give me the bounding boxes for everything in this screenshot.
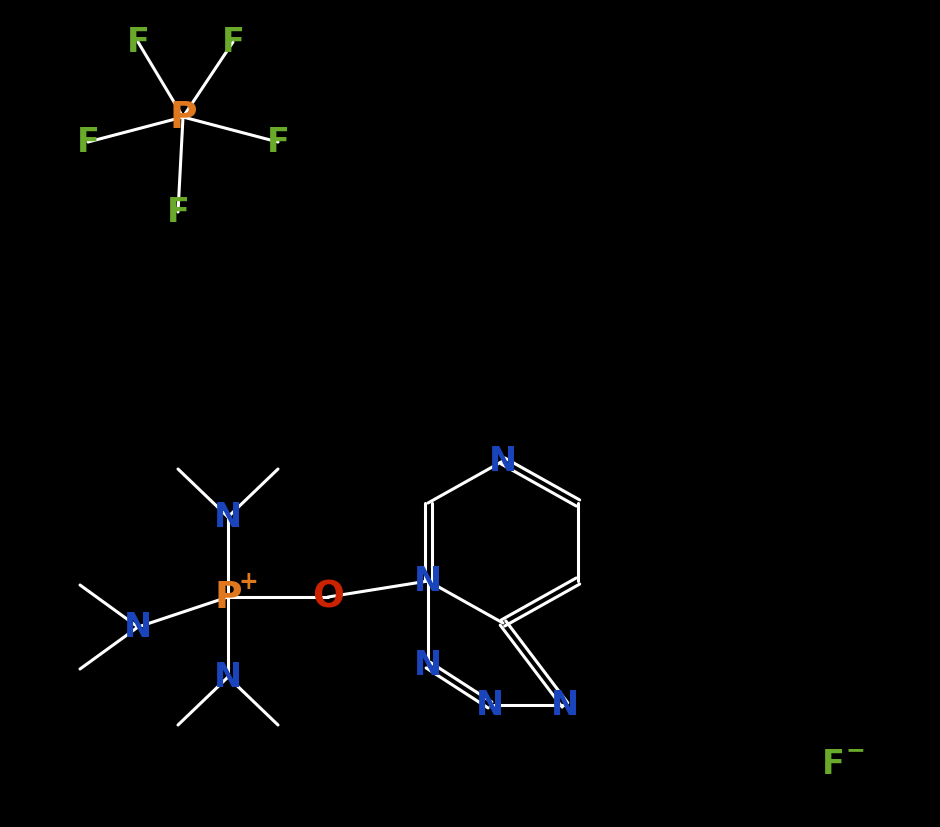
Text: +: + bbox=[238, 569, 258, 593]
Text: N: N bbox=[214, 501, 243, 534]
Text: N: N bbox=[214, 661, 243, 694]
Text: O: O bbox=[312, 579, 344, 615]
Text: N: N bbox=[551, 689, 579, 722]
Text: N: N bbox=[476, 689, 504, 722]
Text: N: N bbox=[414, 565, 442, 598]
Text: N: N bbox=[124, 611, 152, 643]
Text: F: F bbox=[127, 26, 149, 60]
Text: F: F bbox=[267, 127, 290, 160]
Text: N: N bbox=[489, 445, 517, 478]
Text: F: F bbox=[166, 196, 190, 229]
Text: P: P bbox=[214, 579, 242, 615]
Text: F: F bbox=[222, 26, 244, 60]
Text: N: N bbox=[414, 648, 442, 681]
Text: −: − bbox=[845, 737, 865, 761]
Text: F: F bbox=[822, 748, 844, 781]
Text: P: P bbox=[169, 100, 196, 136]
Text: F: F bbox=[76, 127, 100, 160]
